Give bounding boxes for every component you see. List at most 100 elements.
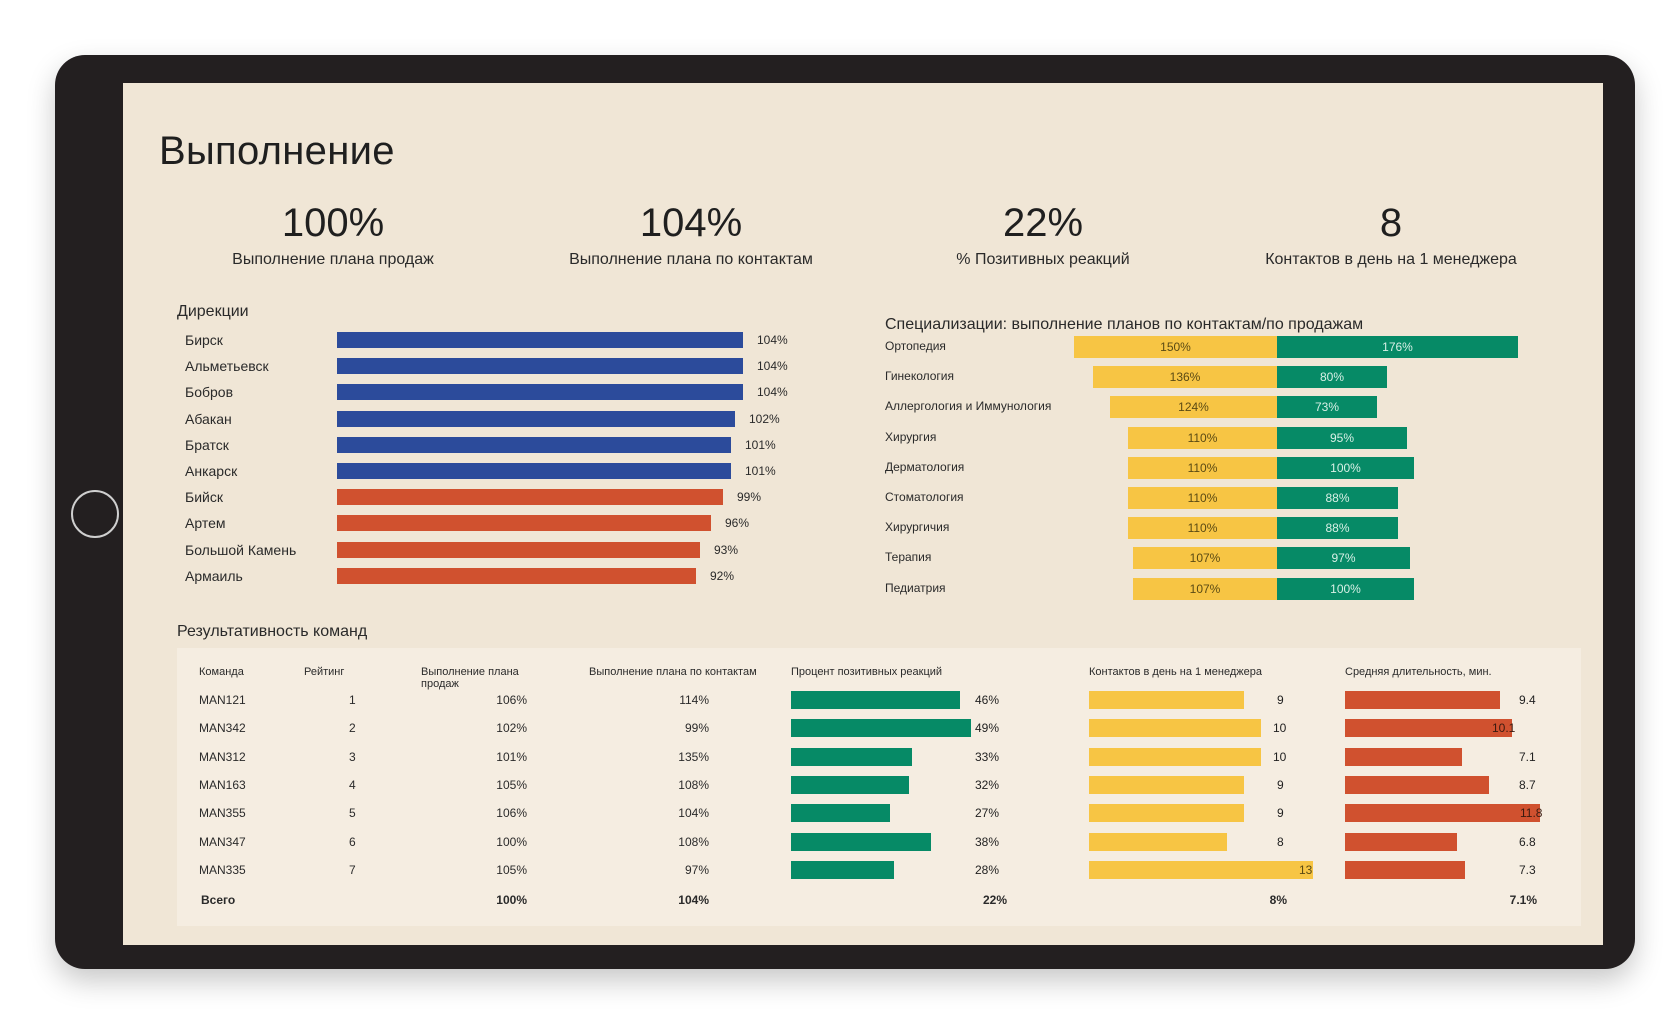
header-duration: Средняя длительность, мин. (1345, 666, 1492, 678)
positive-reactions-label: 28% (975, 862, 1000, 877)
direction-label: Артем (185, 515, 226, 532)
direction-bar (337, 436, 731, 453)
table-row: MAN335 7 105% 97% 28% 13 7.3 (177, 858, 1581, 882)
positive-reactions-bar (791, 832, 931, 851)
direction-value-label: 104% (757, 333, 788, 347)
direction-label: Альметьевск (185, 358, 269, 375)
direction-bar (337, 358, 743, 375)
total-label: Всего (201, 893, 236, 907)
specialization-label: Аллергология и Иммунология (885, 399, 1052, 414)
direction-bar (337, 384, 743, 401)
team-contacts-plan: 104% (678, 806, 709, 821)
positive-reactions-label: 46% (975, 693, 1000, 707)
kpi-value: 100% (281, 201, 385, 245)
kpi-value: 104% (639, 201, 743, 245)
team-rank: 4 (349, 777, 356, 792)
positive-reactions-bar (791, 691, 960, 709)
avg-duration-label: 11.8 (1520, 806, 1543, 821)
direction-row: Большой Камень 93% (185, 540, 825, 560)
contacts-plan-bar: 150% (1074, 336, 1277, 358)
direction-value-label: 104% (757, 385, 788, 400)
directions-title: Дирекции (177, 303, 249, 320)
table-row: MAN312 3 101% 135% 33% 10 7.1 (177, 745, 1581, 769)
team-rank: 7 (349, 862, 356, 877)
specialization-label: Педиатрия (885, 580, 946, 595)
direction-bar (337, 541, 700, 558)
direction-bar (337, 489, 723, 506)
avg-duration-label: 10.1 (1492, 721, 1516, 736)
kpi-label: Выполнение плана по контактам (569, 251, 813, 268)
specialization-label: Стоматология (885, 490, 964, 504)
positive-reactions-label: 33% (975, 749, 1000, 764)
home-button[interactable] (71, 490, 119, 538)
kpi-contacts-per-day: 8 Контактов в день на 1 менеджера (1211, 201, 1571, 271)
total-contacts-plan: 104% (678, 893, 709, 907)
page-title: Выполнение (159, 129, 395, 173)
direction-label: Бобров (185, 384, 234, 401)
sales-plan-bar: 100% (1277, 456, 1414, 479)
table-row: MAN342 2 102% 99% 49% 10 10.1 (177, 716, 1581, 740)
direction-label: Большой Камень (185, 541, 297, 558)
direction-row: Артем 96% (185, 513, 825, 533)
specialization-label: Дерматология (885, 459, 965, 474)
sales-plan-bar: 88% (1277, 487, 1398, 509)
kpi-sales-plan: 100% Выполнение плана продаж (153, 201, 513, 271)
positive-reactions-label: 32% (975, 777, 1000, 792)
team-name: MAN163 (199, 777, 246, 792)
table-row: MAN121 1 106% 114% 46% 9 9.4 (177, 688, 1581, 712)
sales-plan-bar: 95% (1277, 426, 1407, 449)
sales-plan-bar: 97% (1277, 547, 1410, 570)
team-sales-plan: 106% (496, 693, 527, 707)
contacts-per-day-bar (1089, 747, 1261, 766)
team-rank: 6 (349, 834, 356, 849)
direction-row: Абакан 102% (185, 409, 825, 429)
header-sales-plan: Выполнение плана продаж (421, 666, 519, 690)
contacts-per-day-bar (1089, 775, 1244, 794)
team-rank: 3 (349, 749, 356, 764)
kpi-value: 8 (1379, 201, 1403, 245)
sales-plan-bar: 176% (1277, 336, 1518, 358)
direction-row: Бийск 99% (185, 487, 825, 507)
team-name: MAN312 (199, 749, 246, 764)
total-contacts-per-day: 8% (1269, 893, 1287, 907)
positive-reactions-label: 38% (975, 834, 1000, 849)
contacts-per-day-label: 10 (1273, 749, 1287, 764)
positive-reactions-bar (791, 747, 912, 766)
contacts-plan-bar: 110% (1128, 487, 1277, 509)
team-contacts-plan: 114% (679, 693, 709, 707)
avg-duration-bar (1345, 832, 1457, 851)
direction-row: Бобров 104% (185, 382, 825, 402)
contacts-per-day-bar (1089, 804, 1244, 823)
contacts-plan-bar: 110% (1128, 456, 1277, 479)
contacts-plan-bar: 107% (1133, 577, 1277, 600)
avg-duration-bar (1345, 719, 1512, 738)
sales-plan-bar: 73% (1277, 396, 1377, 419)
team-sales-plan: 106% (496, 806, 527, 821)
table-row: MAN163 4 105% 108% 32% 9 8.7 (177, 773, 1581, 797)
team-sales-plan: 100% (496, 834, 527, 849)
avg-duration-label: 7.1 (1519, 749, 1536, 764)
contacts-per-day-label: 10 (1273, 721, 1287, 736)
table-row: MAN347 6 100% 108% 38% 8 6.8 (177, 830, 1581, 854)
positive-reactions-bar (791, 775, 909, 794)
direction-bar (337, 515, 711, 532)
specialization-row: Стоматология 110% 88% (885, 487, 1575, 511)
sales-plan-bar: 88% (1277, 517, 1398, 540)
specialization-row: Терапия 107% 97% (885, 547, 1575, 571)
team-name: MAN335 (199, 862, 246, 877)
specialization-label: Ортопедия (885, 339, 946, 353)
specialization-label: Хирургия (885, 429, 937, 444)
direction-bar (337, 410, 735, 427)
contacts-plan-bar: 107% (1133, 547, 1277, 570)
avg-duration-bar (1345, 747, 1462, 766)
contacts-per-day-label: 8 (1277, 834, 1284, 849)
team-rank: 5 (349, 806, 356, 821)
direction-value-label: 102% (749, 411, 780, 426)
total-sales-plan: 100% (496, 893, 527, 907)
direction-row: Армаиль 92% (185, 566, 825, 586)
team-contacts-plan: 97% (684, 862, 709, 877)
header-team: Команда (199, 666, 244, 678)
contacts-plan-bar: 136% (1093, 366, 1277, 389)
table-row: MAN355 5 106% 104% 27% 9 11.8 (177, 801, 1581, 825)
header-sales-plan-line2: продаж (421, 678, 459, 690)
